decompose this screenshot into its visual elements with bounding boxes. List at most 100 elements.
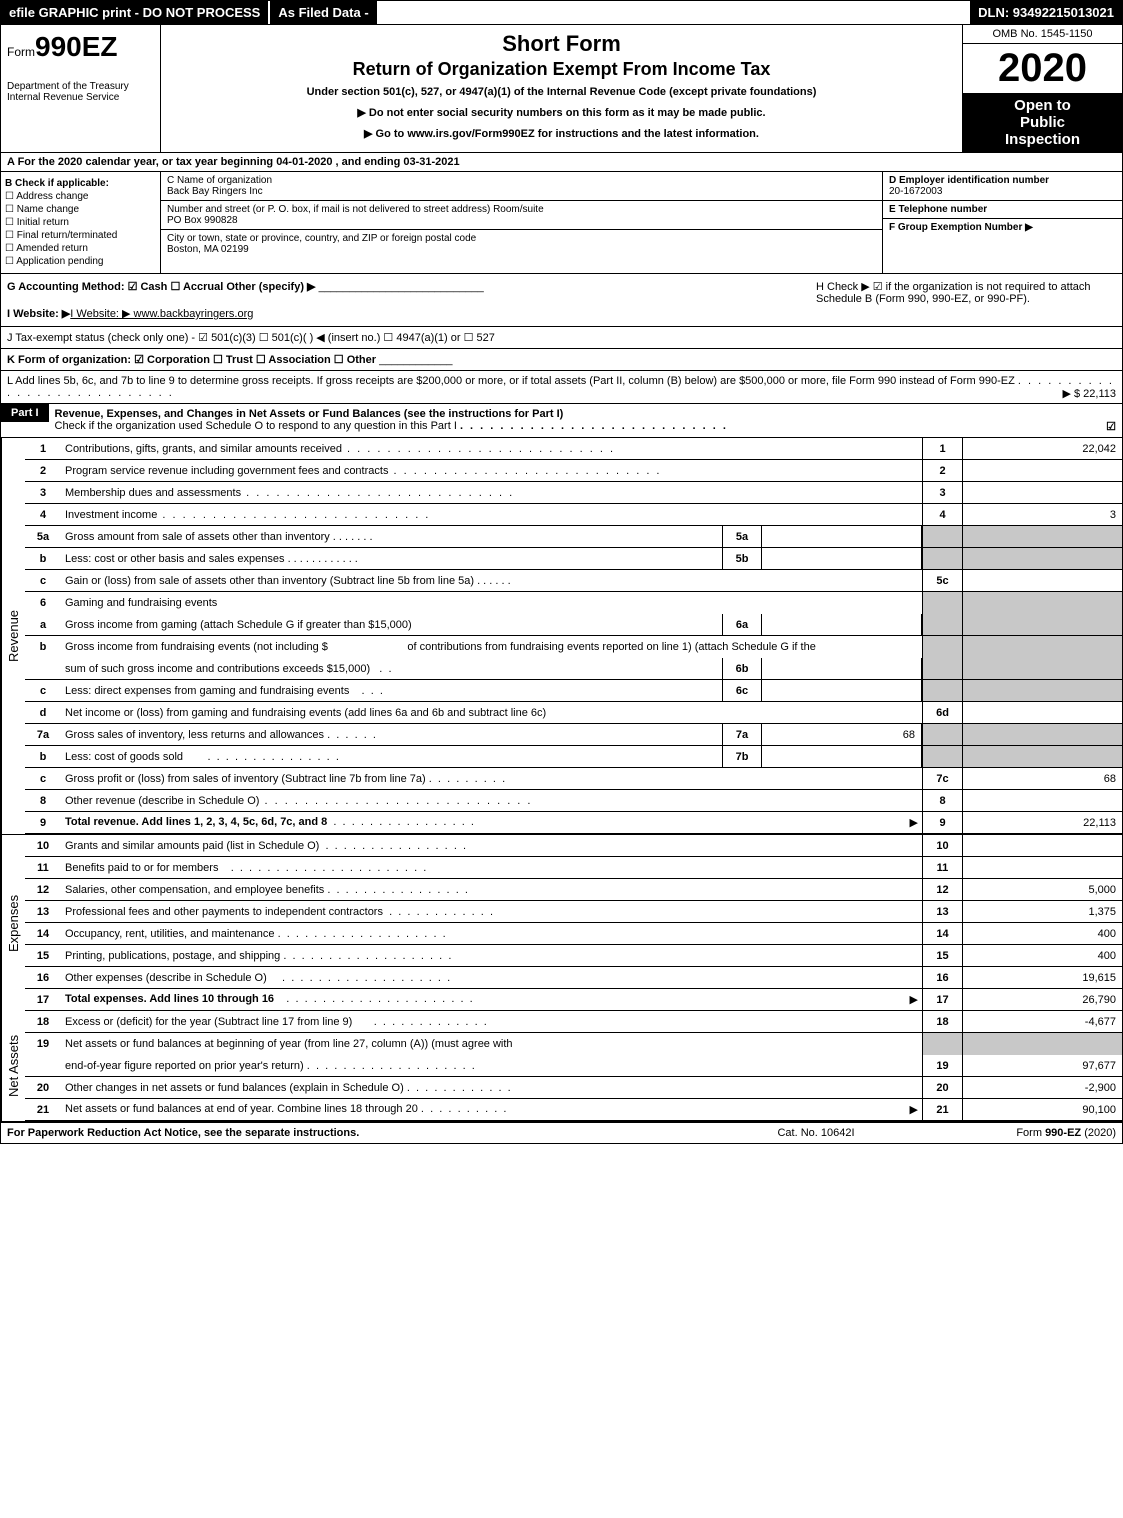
check-initial[interactable]: ☐ Initial return	[5, 217, 156, 228]
omb-number: OMB No. 1545-1150	[963, 25, 1122, 44]
ln10-desc: Grants and similar amounts paid (list in…	[61, 838, 922, 854]
city-value: Boston, MA 02199	[167, 244, 876, 255]
ln6d-desc: Net income or (loss) from gaming and fun…	[61, 705, 922, 721]
check-final[interactable]: ☐ Final return/terminated	[5, 230, 156, 241]
ln6-rn	[922, 592, 962, 614]
goto-link[interactable]: Go to www.irs.gov/Form990EZ for instruct…	[171, 127, 952, 140]
name-column: C Name of organization Back Bay Ringers …	[161, 172, 882, 273]
ln7c-rn: 7c	[922, 768, 962, 789]
part1-sub: Check if the organization used Schedule …	[55, 420, 457, 432]
tax-year: 2020	[963, 44, 1122, 93]
ln5b-mv	[762, 548, 922, 569]
right-header-box: OMB No. 1545-1150 2020 Open to Public In…	[962, 25, 1122, 152]
check-pending[interactable]: ☐ Application pending	[5, 256, 156, 267]
line-5c: c Gain or (loss) from sale of assets oth…	[25, 570, 1122, 592]
ln5b-rv	[962, 548, 1122, 569]
ln3-rn: 3	[922, 482, 962, 503]
check-amended[interactable]: ☐ Amended return	[5, 243, 156, 254]
line-6c: c Less: direct expenses from gaming and …	[25, 680, 1122, 702]
ln16-rn: 16	[922, 967, 962, 988]
ln14-desc: Occupancy, rent, utilities, and maintena…	[61, 926, 922, 942]
d-label: D Employer identification number	[889, 175, 1116, 186]
line-1: 1 Contributions, gifts, grants, and simi…	[25, 438, 1122, 460]
ln3-desc: Membership dues and assessments	[61, 485, 922, 501]
ln19-desc1: Net assets or fund balances at beginning…	[61, 1036, 922, 1052]
ln12-rn: 12	[922, 879, 962, 900]
ln17-rn: 17	[922, 989, 962, 1010]
open-to-public: Open to Public Inspection	[963, 93, 1122, 152]
footer: For Paperwork Reduction Act Notice, see …	[0, 1122, 1123, 1144]
ln6c-mv	[762, 680, 922, 701]
ln9-num: 9	[25, 815, 61, 831]
ln6b-rv	[962, 658, 1122, 679]
part1-check[interactable]: ☑	[1106, 420, 1116, 433]
ln6b-rv1	[962, 636, 1122, 658]
ln14-num: 14	[25, 926, 61, 942]
ein-column: D Employer identification number 20-1672…	[882, 172, 1122, 273]
line-6b-2: sum of such gross income and contributio…	[25, 658, 1122, 680]
addr-value: PO Box 990828	[167, 215, 876, 226]
dln-label: DLN: 93492215013021	[970, 1, 1122, 24]
footer-left: For Paperwork Reduction Act Notice, see …	[7, 1127, 716, 1139]
ln7c-num: c	[25, 771, 61, 787]
ln19-rn: 19	[922, 1055, 962, 1076]
ln16-num: 16	[25, 970, 61, 986]
ln7a-rn	[922, 724, 962, 745]
ln2-rv	[962, 460, 1122, 481]
ln13-num: 13	[25, 904, 61, 920]
ln7a-mn: 7a	[722, 724, 762, 745]
ln19-rn1	[922, 1033, 962, 1055]
line-6: 6 Gaming and fundraising events	[25, 592, 1122, 614]
ln4-rv: 3	[962, 504, 1122, 525]
ln16-rv: 19,615	[962, 967, 1122, 988]
ln9-desc: Total revenue. Add lines 1, 2, 3, 4, 5c,…	[61, 814, 922, 831]
check-title: B Check if applicable:	[5, 178, 156, 189]
ln6c-rv	[962, 680, 1122, 701]
line-13: 13 Professional fees and other payments …	[25, 901, 1122, 923]
netassets-side-label: Net Assets	[1, 1011, 25, 1121]
revenue-lines: 1 Contributions, gifts, grants, and simi…	[25, 438, 1122, 834]
ln7a-rv	[962, 724, 1122, 745]
row-l-text: L Add lines 5b, 6c, and 7b to line 9 to …	[7, 375, 1015, 387]
ln8-desc: Other revenue (describe in Schedule O)	[61, 793, 922, 809]
ln6b-mn: 6b	[722, 658, 762, 679]
c-label: C Name of organization	[167, 175, 876, 186]
ln6c-mn: 6c	[722, 680, 762, 701]
line-9: 9 Total revenue. Add lines 1, 2, 3, 4, 5…	[25, 812, 1122, 834]
ln18-desc: Excess or (deficit) for the year (Subtra…	[61, 1014, 922, 1030]
ln15-rn: 15	[922, 945, 962, 966]
ln19-desc2: end-of-year figure reported on prior yea…	[61, 1058, 922, 1074]
ln20-desc: Other changes in net assets or fund bala…	[61, 1080, 922, 1096]
line-15: 15 Printing, publications, postage, and …	[25, 945, 1122, 967]
check-address[interactable]: ☐ Address change	[5, 191, 156, 202]
check-name[interactable]: ☐ Name change	[5, 204, 156, 215]
ln6-rv	[962, 592, 1122, 614]
addr-label: Number and street (or P. O. box, if mail…	[167, 204, 876, 215]
ln19-num: 19	[25, 1036, 61, 1052]
group-exemption-cell: F Group Exemption Number ▶	[883, 219, 1122, 273]
info-grid: B Check if applicable: ☐ Address change …	[0, 172, 1123, 274]
line-8: 8 Other revenue (describe in Schedule O)…	[25, 790, 1122, 812]
ln5a-rv	[962, 526, 1122, 547]
header-row: Form990EZ Department of the Treasury Int…	[0, 25, 1123, 153]
line-4: 4 Investment income 4 3	[25, 504, 1122, 526]
ln7b-mv	[762, 746, 922, 767]
ln7b-rn	[922, 746, 962, 767]
ln5a-desc: Gross amount from sale of assets other t…	[61, 529, 722, 545]
ln14-rn: 14	[922, 923, 962, 944]
line-7c: c Gross profit or (loss) from sales of i…	[25, 768, 1122, 790]
ln16-desc: Other expenses (describe in Schedule O) …	[61, 970, 922, 986]
expenses-side-label: Expenses	[1, 835, 25, 1011]
ln13-rv: 1,375	[962, 901, 1122, 922]
ln7c-rv: 68	[962, 768, 1122, 789]
ln6b-rn1	[922, 636, 962, 658]
ln12-desc: Salaries, other compensation, and employ…	[61, 882, 922, 898]
ln6-num: 6	[25, 595, 61, 611]
tel-cell: E Telephone number	[883, 201, 1122, 219]
ln6b-desc3: sum of such gross income and contributio…	[61, 661, 722, 677]
ln5a-mn: 5a	[722, 526, 762, 547]
ln6a-rn	[922, 614, 962, 635]
ln19-rv1	[962, 1033, 1122, 1055]
website-link[interactable]: I Website: ▶ www.backbayringers.org	[70, 308, 253, 320]
ln7b-num: b	[25, 749, 61, 765]
